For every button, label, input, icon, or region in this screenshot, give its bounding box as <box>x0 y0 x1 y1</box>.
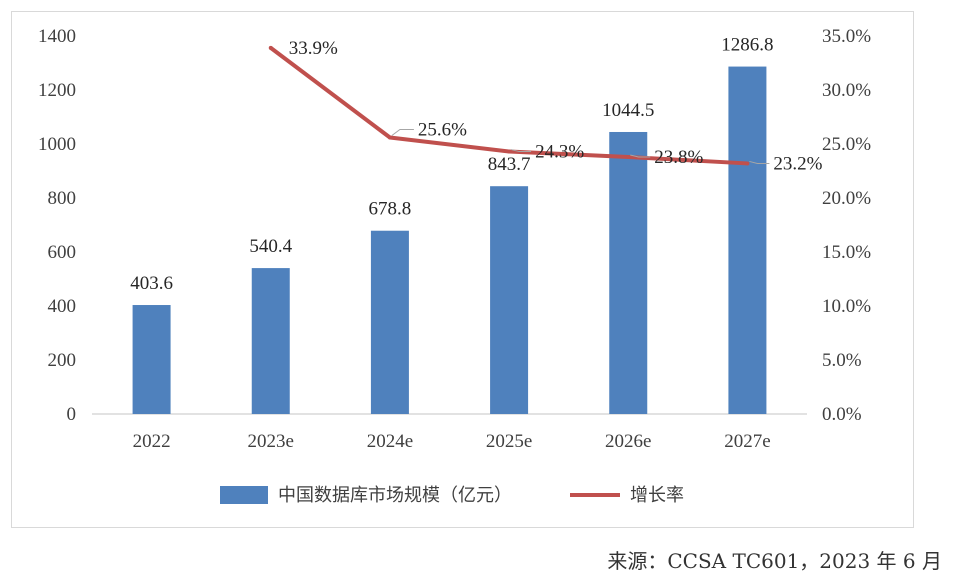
right-axis-tick-label: 5.0% <box>822 350 862 371</box>
growth-point <box>507 149 512 154</box>
right-axis-tick-label: 25.0% <box>822 134 871 155</box>
left-axis-tick-label: 400 <box>48 296 77 317</box>
growth-value-label: 33.9% <box>289 38 338 59</box>
bar-value-label: 1286.8 <box>721 35 773 56</box>
category-label: 2024e <box>367 431 413 452</box>
category-label: 2026e <box>605 431 651 452</box>
right-axis-tick-label: 30.0% <box>822 80 871 101</box>
leader-line <box>749 160 770 164</box>
bar <box>728 66 767 414</box>
right-axis: 0.0% 5.0% 10.0% 15.0% 20.0% 25.0% 30.0% 35.0% <box>822 26 871 425</box>
chart-frame: 0 200 400 600 800 1000 1200 1400 0.0% 5.0% 10.0% 1… <box>11 11 914 528</box>
bar-value-label: 403.6 <box>130 273 173 294</box>
growth-value-label: 25.6% <box>418 120 467 141</box>
left-axis-tick-label: 0 <box>67 404 77 425</box>
right-axis-tick-label: 10.0% <box>822 296 871 317</box>
left-axis-tick-label: 600 <box>48 242 77 263</box>
right-axis-tick-label: 0.0% <box>822 404 862 425</box>
leader-line <box>630 154 651 158</box>
source-note: 来源：CCSA TC601，2023 年 6 月 <box>607 549 942 573</box>
category-label: 2023e <box>248 431 294 452</box>
growth-value-label: 23.8% <box>654 147 703 168</box>
right-axis-tick-label: 35.0% <box>822 26 871 47</box>
leader-line <box>391 129 414 136</box>
bar <box>132 305 171 414</box>
left-axis-tick-label: 1200 <box>38 80 76 101</box>
category-axis: 2022 2023e 2024e 2025e 2026e 2027e <box>133 431 771 452</box>
category-label: 2022 <box>133 431 171 452</box>
left-axis-tick-label: 200 <box>48 350 77 371</box>
left-axis-tick-label: 1400 <box>38 26 76 47</box>
growth-point <box>387 135 392 140</box>
left-axis-tick-label: 800 <box>48 188 77 209</box>
category-label: 2025e <box>486 431 532 452</box>
growth-value-label: 24.3% <box>535 142 584 163</box>
bar <box>251 268 290 414</box>
bar <box>370 230 409 414</box>
growth-point <box>745 161 750 166</box>
category-label: 2027e <box>724 431 770 452</box>
legend-bar-swatch <box>220 486 268 504</box>
legend-bar-label: 中国数据库市场规模（亿元） <box>278 485 512 506</box>
right-axis-tick-label: 15.0% <box>822 242 871 263</box>
bar <box>609 131 648 415</box>
legend: 中国数据库市场规模（亿元） 增长率 <box>220 485 684 506</box>
combo-chart: 0 200 400 600 800 1000 1200 1400 0.0% 5.0% 10.0% 1… <box>38 26 871 506</box>
bar-series <box>132 66 767 415</box>
bar-value-label: 1044.5 <box>602 100 654 121</box>
growth-value-label: 23.2% <box>773 153 822 174</box>
growth-point <box>626 154 631 159</box>
bar-data-labels: 403.6 540.4 678.8 843.7 1044.5 1286.8 <box>130 35 773 294</box>
growth-point <box>268 45 273 50</box>
growth-line-series: 33.9% 25.6% 24.3% 23.8% 23.2% <box>268 38 823 174</box>
bar <box>490 186 529 414</box>
left-axis: 0 200 400 600 800 1000 1200 1400 <box>38 26 76 425</box>
legend-line-label: 增长率 <box>630 485 684 506</box>
bar-value-label: 843.7 <box>488 154 531 175</box>
bar-value-label: 678.8 <box>369 199 412 220</box>
right-axis-tick-label: 20.0% <box>822 188 871 209</box>
left-axis-tick-label: 1000 <box>38 134 76 155</box>
bar-value-label: 540.4 <box>249 236 292 257</box>
leader-line <box>510 149 532 153</box>
